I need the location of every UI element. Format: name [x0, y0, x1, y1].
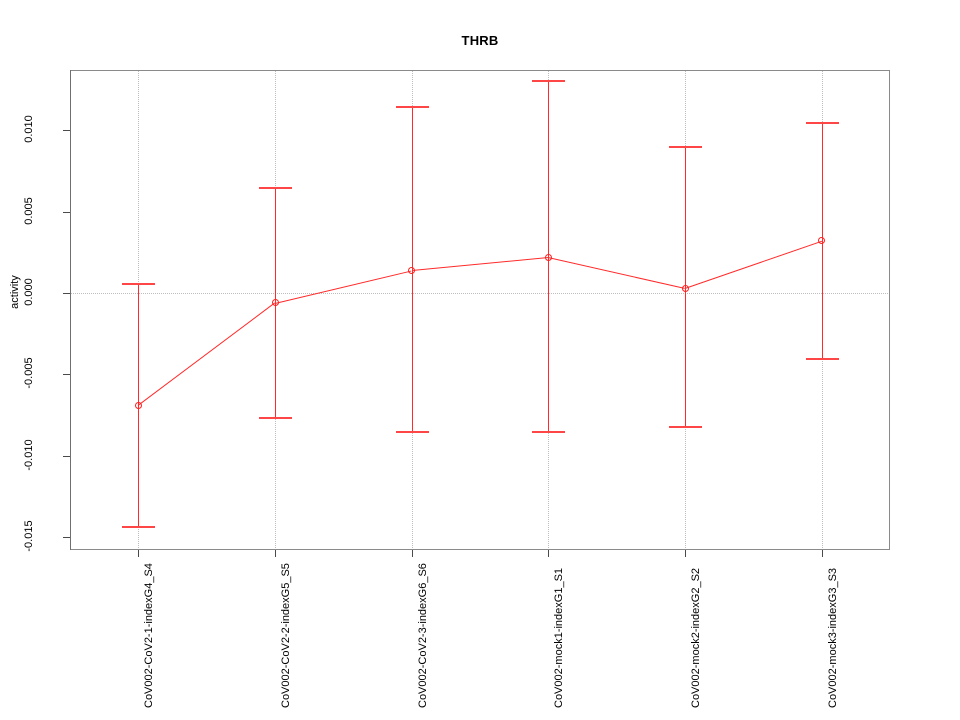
error-bar-cap-upper	[122, 283, 156, 286]
y-axis-tick	[63, 455, 70, 457]
error-bar-cap-lower	[122, 525, 156, 528]
data-point-marker	[681, 284, 689, 292]
x-axis-tick-label: CoV002-mock3-indexG3_S3	[826, 567, 839, 708]
x-axis-tick-label: CoV002-mock2-indexG2_S2	[690, 567, 702, 708]
data-point-marker	[544, 253, 552, 261]
y-axis-tick-label: 0.000	[23, 278, 35, 306]
error-bar-cap-lower	[669, 426, 702, 429]
error-bar-cap-upper	[805, 122, 839, 125]
y-axis-tick	[63, 292, 70, 294]
x-axis-tick	[411, 550, 413, 557]
x-axis-tick	[821, 550, 823, 557]
data-point-marker	[408, 266, 416, 274]
y-axis	[70, 70, 71, 550]
x-axis-tick	[275, 550, 276, 557]
y-axis-tick-label: -0.010	[23, 439, 35, 471]
x-axis-tick	[138, 550, 140, 557]
plot-area	[70, 70, 890, 550]
y-axis-tick	[63, 374, 70, 376]
y-axis-tick-label: -0.015	[23, 520, 35, 552]
gridline-zero	[70, 292, 890, 295]
y-axis-tick-label: 0.010	[23, 115, 35, 143]
x-axis-tick-label: CoV002-CoV2-3-indexG6_S6	[416, 563, 429, 708]
y-axis-tick-label: 0.005	[23, 196, 35, 225]
data-point-marker	[271, 299, 279, 307]
x-axis-tick-label: CoV002-CoV2-2-indexG5_S5	[280, 563, 292, 708]
error-bar-cap-lower	[259, 416, 292, 419]
y-axis-tick	[63, 536, 70, 538]
error-bar-cap-upper	[532, 79, 566, 82]
error-bar-cap-upper	[669, 146, 702, 149]
data-point-marker	[818, 237, 826, 245]
page-title: THRB	[461, 33, 499, 48]
error-bar-cap-lower	[395, 431, 429, 434]
y-axis-tick	[63, 211, 70, 213]
error-bar-cap-upper	[395, 105, 429, 108]
y-axis-label: activity	[9, 275, 21, 309]
error-bar-cap-lower	[805, 358, 839, 360]
y-axis-tick-label: -0.005	[23, 357, 35, 389]
error-bar-cap-upper	[259, 187, 292, 190]
y-axis-tick	[63, 130, 70, 132]
x-axis-tick	[685, 550, 686, 557]
x-axis-tick	[548, 550, 550, 557]
x-axis-tick-label: CoV002-CoV2-1-indexG4_S4	[143, 563, 156, 708]
error-bar-cap-lower	[532, 431, 566, 434]
data-point-marker	[134, 401, 142, 409]
x-axis-tick-label: CoV002-mock1-indexG1_S1	[553, 567, 566, 708]
